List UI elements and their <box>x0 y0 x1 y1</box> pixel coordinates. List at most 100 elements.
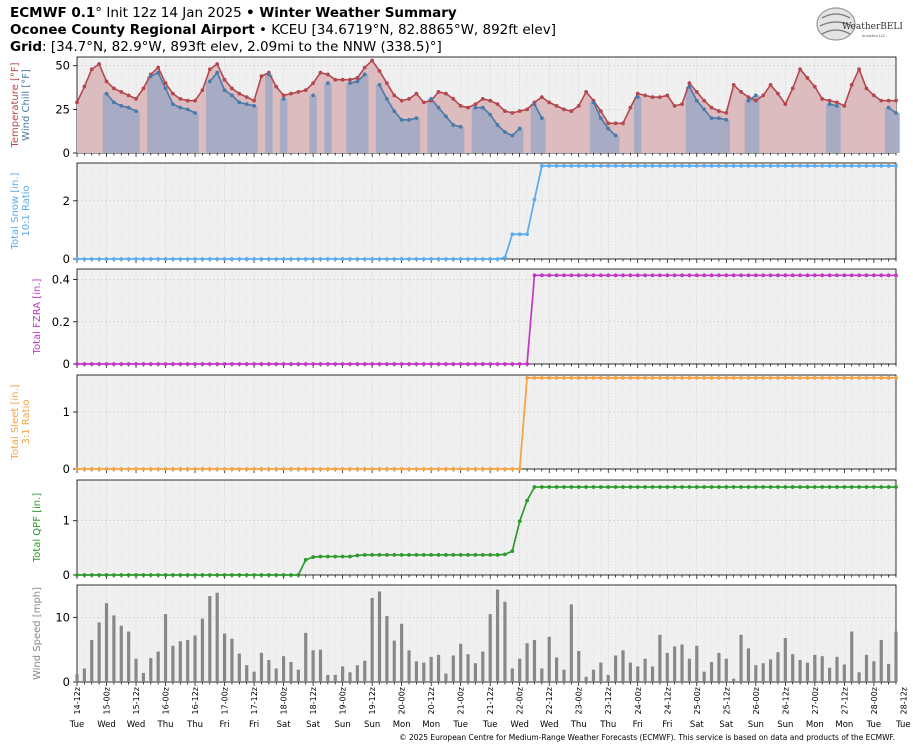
temperature-point <box>289 91 293 96</box>
accumulation-point <box>348 257 352 261</box>
wind-bar <box>872 661 876 682</box>
accumulation-point <box>702 273 707 278</box>
accumulation-point <box>591 485 596 489</box>
y-axis: 01 <box>63 405 77 476</box>
accumulation-point <box>215 573 220 577</box>
accumulation-point <box>185 467 190 471</box>
wind-bar <box>488 614 492 682</box>
temperature-point <box>827 98 832 103</box>
accumulation-point <box>230 257 234 261</box>
temperature-point <box>466 105 470 110</box>
day-label: Sat <box>690 720 705 730</box>
wind-bar <box>591 669 596 682</box>
y-axis: 02 <box>63 194 77 266</box>
wind-bar <box>894 631 898 682</box>
wind-bar <box>407 650 411 682</box>
y-axis: 0 0.2 0.4 <box>52 273 77 371</box>
accumulation-point <box>111 467 116 471</box>
temperature-point <box>119 90 124 94</box>
wind-chill-area <box>206 72 258 153</box>
temperature-point <box>178 96 183 101</box>
accumulation-point <box>820 375 825 380</box>
accumulation-point <box>296 362 301 366</box>
accumulation-point <box>480 553 485 557</box>
accumulation-point <box>746 273 751 278</box>
accumulation-point <box>399 553 404 557</box>
accumulation-point <box>303 362 308 366</box>
temperature-point <box>230 86 234 91</box>
wind-chill-point <box>488 112 493 117</box>
wind-bar <box>887 663 891 682</box>
wind-bar <box>724 658 728 682</box>
accumulation-point <box>724 164 729 168</box>
accumulation-point <box>200 257 205 261</box>
temperature-point <box>562 107 566 112</box>
temperature-point <box>237 91 242 96</box>
y-axis-label-line: 10:1 Ratio <box>21 185 32 236</box>
accumulation-point <box>886 273 891 278</box>
y-axis: 01 <box>63 514 77 582</box>
accumulation-point <box>783 375 788 380</box>
temperature-point <box>392 93 397 98</box>
accumulation-point <box>790 375 795 380</box>
x-tick-label: 23-12z <box>604 687 613 714</box>
day-label: Sun <box>335 720 351 730</box>
wind-bar <box>827 667 832 682</box>
accumulation-point <box>591 273 596 278</box>
temperature-point <box>377 69 382 73</box>
accumulation-point <box>621 375 625 380</box>
accumulation-point <box>739 485 743 489</box>
accumulation-point <box>635 273 640 278</box>
accumulation-point <box>156 257 161 261</box>
panel-background <box>77 480 896 575</box>
accumulation-point <box>835 485 839 489</box>
y-tick-label: 50 <box>55 59 70 73</box>
temperature-point <box>680 102 684 107</box>
accumulation-point <box>252 573 256 577</box>
day-label: Thu <box>599 720 616 730</box>
temperature-point <box>739 90 743 94</box>
accumulation-point <box>97 573 102 577</box>
x-tick-label: 24-12z <box>663 687 672 714</box>
accumulation-point <box>444 362 448 366</box>
accumulation-point <box>761 375 766 380</box>
accumulation-point <box>547 375 552 380</box>
y-axis-label-line: Temperature [°F] <box>10 62 21 148</box>
x-tick-label: 25-00z <box>693 687 702 714</box>
accumulation-point <box>75 573 79 577</box>
accumulation-point <box>584 273 589 278</box>
temperature-point <box>849 83 854 87</box>
credit-text: © 2025 European Centre for Medium-Range … <box>399 733 895 742</box>
wind-bar <box>459 643 463 682</box>
accumulation-point <box>148 362 153 366</box>
temperature-point <box>163 81 168 86</box>
wind-chill-point <box>613 133 618 138</box>
accumulation-point <box>466 553 470 557</box>
temperature-point <box>606 121 611 126</box>
title-line: ECMWF 0.1° Init 12z 14 Jan 2025 • Winter… <box>10 5 790 22</box>
wind-bar <box>776 652 780 682</box>
wind-bar <box>709 661 714 682</box>
accumulation-point <box>495 467 500 471</box>
accumulation-point <box>886 485 891 489</box>
accumulation-point <box>473 257 478 261</box>
accumulation-point <box>849 375 854 380</box>
accumulation-point <box>820 164 825 168</box>
temperature-point <box>89 67 94 72</box>
y-tick-label: 1 <box>63 514 70 528</box>
accumulation-point <box>451 467 456 471</box>
temperature-point <box>643 93 648 98</box>
wind-bar <box>569 604 573 682</box>
wind-bar <box>75 674 79 682</box>
accumulation-point <box>672 164 677 168</box>
wind-bar <box>149 658 153 682</box>
accumulation-point <box>399 362 404 366</box>
accumulation-point <box>392 362 397 366</box>
wind-bar <box>783 638 787 682</box>
accumulation-point <box>230 362 234 366</box>
temperature-point <box>480 96 485 101</box>
accumulation-point <box>89 467 94 471</box>
accumulation-point <box>871 273 876 278</box>
accumulation-point <box>171 257 175 261</box>
temperature-point <box>222 77 227 82</box>
